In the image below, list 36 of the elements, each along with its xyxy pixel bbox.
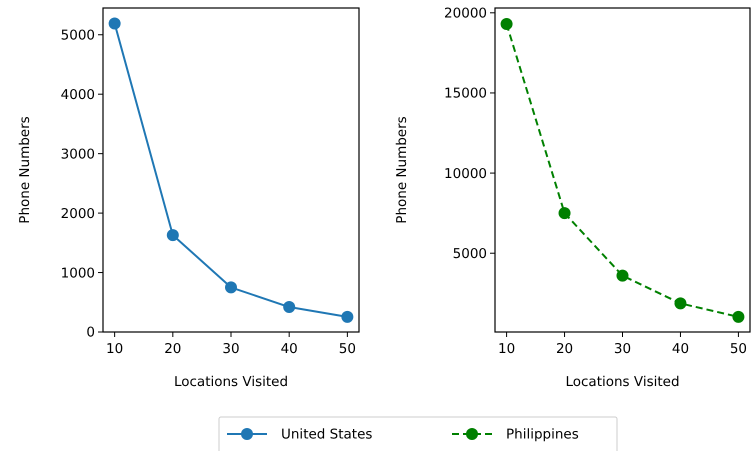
y-tick-label: 0 bbox=[86, 324, 95, 341]
x-tick-label: 40 bbox=[672, 341, 690, 357]
point bbox=[558, 207, 571, 220]
point bbox=[732, 310, 744, 323]
y-tick-label: 1000 bbox=[60, 265, 95, 282]
x-tick-label: 10 bbox=[498, 341, 516, 357]
x-axis-title: Locations Visited bbox=[565, 374, 680, 390]
y-tick-label: 5000 bbox=[452, 246, 487, 262]
point bbox=[341, 310, 354, 323]
point bbox=[616, 270, 628, 282]
y-axis-title: Phone Numbers bbox=[394, 116, 410, 224]
y-tick-label: 3000 bbox=[60, 146, 95, 162]
y-tick-label: 15000 bbox=[444, 86, 487, 102]
point bbox=[500, 18, 513, 30]
point bbox=[674, 297, 686, 310]
x-tick-label: 30 bbox=[222, 341, 240, 357]
legend-label: United States bbox=[281, 426, 372, 443]
x-tick-label: 30 bbox=[614, 341, 632, 357]
x-tick-label: 40 bbox=[280, 341, 298, 357]
x-tick-label: 50 bbox=[730, 341, 748, 357]
x-tick-label: 20 bbox=[164, 341, 182, 357]
point bbox=[225, 281, 237, 294]
x-tick-label: 10 bbox=[106, 341, 124, 357]
point bbox=[166, 229, 179, 242]
legend-label: Philippines bbox=[506, 426, 579, 443]
x-tick-label: 20 bbox=[556, 341, 574, 357]
y-axis-title: Phone Numbers bbox=[17, 116, 33, 224]
y-tick-label: 5000 bbox=[60, 27, 95, 44]
x-tick-label: 50 bbox=[338, 341, 356, 357]
point bbox=[108, 17, 121, 30]
y-tick-label: 2000 bbox=[60, 206, 95, 222]
point bbox=[283, 301, 296, 314]
y-tick-label: 4000 bbox=[60, 86, 95, 103]
y-tick-label: 20000 bbox=[444, 6, 487, 22]
y-tick-label: 10000 bbox=[444, 166, 487, 182]
x-axis-title: Locations Visited bbox=[174, 374, 288, 390]
